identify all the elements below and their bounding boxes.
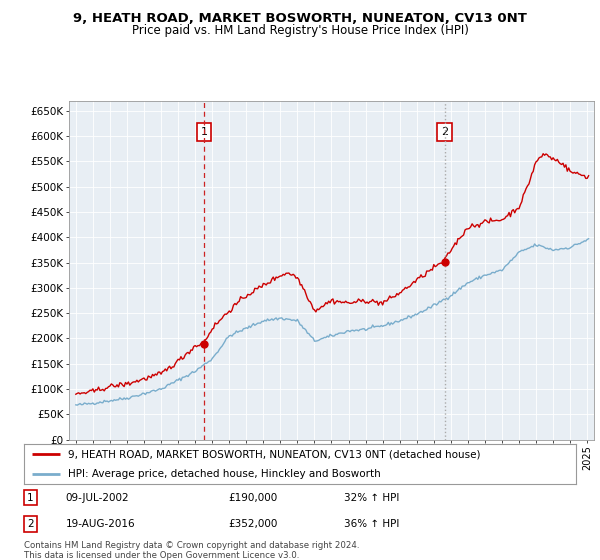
Text: 1: 1 xyxy=(200,127,208,137)
Text: 09-JUL-2002: 09-JUL-2002 xyxy=(65,492,129,502)
Text: Contains HM Land Registry data © Crown copyright and database right 2024.
This d: Contains HM Land Registry data © Crown c… xyxy=(24,541,359,560)
Text: 2: 2 xyxy=(28,519,34,529)
Text: 2: 2 xyxy=(441,127,448,137)
Text: £190,000: £190,000 xyxy=(228,492,277,502)
Text: 19-AUG-2016: 19-AUG-2016 xyxy=(65,519,135,529)
Text: Price paid vs. HM Land Registry's House Price Index (HPI): Price paid vs. HM Land Registry's House … xyxy=(131,24,469,37)
Text: 36% ↑ HPI: 36% ↑ HPI xyxy=(344,519,400,529)
Text: 9, HEATH ROAD, MARKET BOSWORTH, NUNEATON, CV13 0NT (detached house): 9, HEATH ROAD, MARKET BOSWORTH, NUNEATON… xyxy=(68,449,481,459)
Text: 32% ↑ HPI: 32% ↑ HPI xyxy=(344,492,400,502)
Text: HPI: Average price, detached house, Hinckley and Bosworth: HPI: Average price, detached house, Hinc… xyxy=(68,469,381,479)
Text: 1: 1 xyxy=(28,492,34,502)
Text: £352,000: £352,000 xyxy=(228,519,278,529)
Text: 9, HEATH ROAD, MARKET BOSWORTH, NUNEATON, CV13 0NT: 9, HEATH ROAD, MARKET BOSWORTH, NUNEATON… xyxy=(73,12,527,25)
